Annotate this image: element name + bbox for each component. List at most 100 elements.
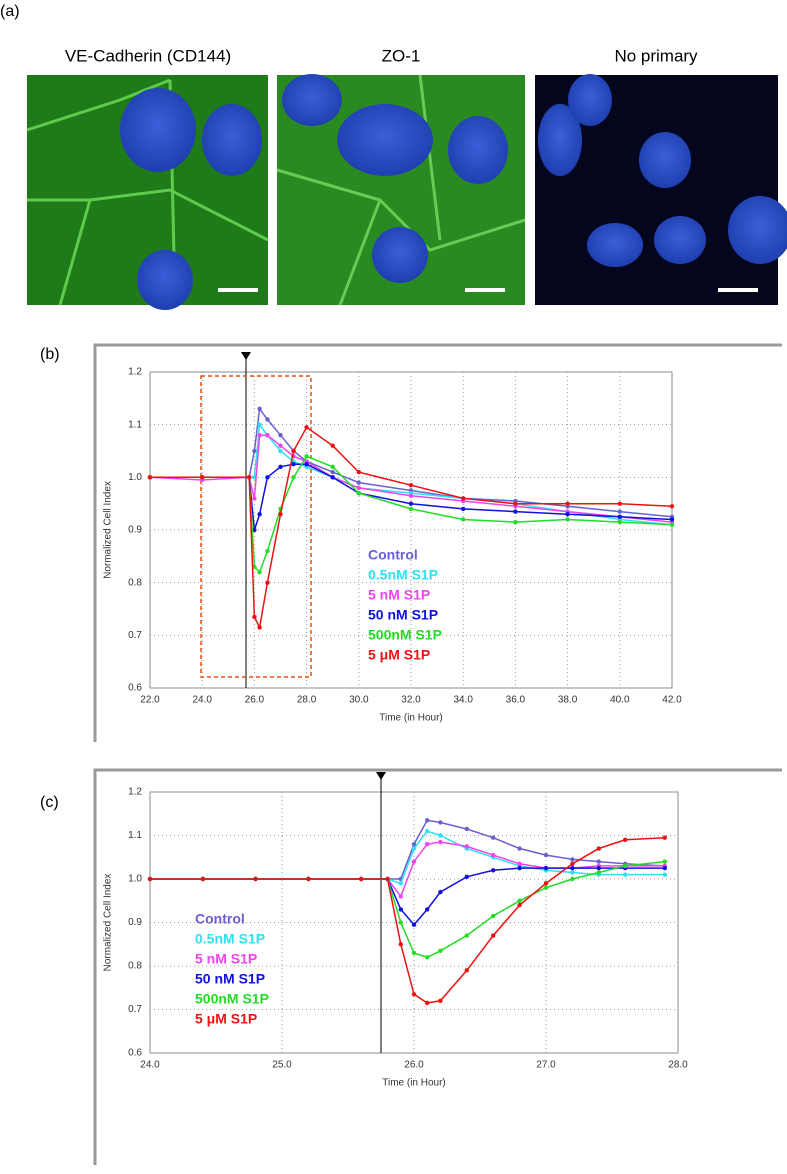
data-point	[565, 512, 570, 517]
data-point	[425, 955, 430, 960]
data-point	[257, 512, 262, 517]
x-tick-label: 32.0	[401, 695, 421, 706]
data-point	[408, 501, 414, 506]
data-point	[517, 865, 522, 871]
data-point	[464, 844, 469, 849]
data-point	[257, 422, 262, 427]
data-point	[411, 922, 417, 927]
series-line	[150, 836, 665, 1004]
data-point	[252, 496, 257, 501]
data-point	[304, 425, 309, 430]
data-point	[411, 859, 417, 864]
frame	[93, 343, 782, 742]
x-tick-label: 25.0	[272, 1060, 292, 1071]
data-point	[513, 509, 518, 514]
event-marker	[241, 352, 251, 360]
data-point	[517, 898, 522, 903]
data-point	[438, 889, 443, 895]
legend-entry: Control	[195, 911, 245, 927]
data-point	[565, 517, 570, 522]
data-point	[425, 842, 430, 847]
data-point	[669, 522, 675, 527]
data-point	[411, 950, 417, 956]
data-point	[623, 863, 628, 869]
data-point	[330, 469, 335, 475]
y-tick-label: 1.2	[128, 367, 142, 378]
data-point	[491, 852, 496, 858]
data-point	[411, 992, 417, 997]
data-point	[359, 876, 364, 882]
data-point	[461, 496, 466, 501]
data-point	[304, 454, 309, 459]
x-axis-title: Time (in Hour)	[382, 1078, 446, 1089]
data-point	[330, 464, 335, 469]
panel-label: (c)	[40, 794, 59, 811]
y-tick-label: 1.0	[128, 874, 142, 885]
data-point	[398, 907, 403, 912]
data-point	[491, 835, 496, 840]
data-point	[265, 433, 270, 438]
data-point	[662, 835, 667, 840]
data-point	[543, 885, 549, 890]
data-point	[408, 493, 414, 498]
y-axis-title: Normalized Cell Index	[103, 481, 114, 579]
micrograph	[26, 75, 269, 310]
data-point	[570, 876, 575, 882]
data-point	[425, 828, 430, 834]
x-tick-label: 40.0	[610, 695, 630, 706]
data-point	[253, 876, 258, 882]
y-tick-label: 0.6	[128, 683, 142, 694]
data-point	[617, 509, 622, 514]
data-point	[623, 872, 628, 877]
data-point	[200, 475, 205, 480]
data-point	[438, 998, 443, 1003]
data-point	[147, 876, 153, 882]
legend-entry: 5 μM S1P	[368, 647, 430, 663]
data-point	[278, 464, 283, 469]
data-point	[411, 846, 417, 851]
legend-entry: 500nM S1P	[368, 627, 442, 643]
data-point	[330, 443, 335, 448]
data-point	[278, 443, 283, 448]
data-point	[200, 876, 205, 882]
y-tick-label: 0.7	[128, 630, 142, 641]
data-point	[425, 818, 430, 823]
x-tick-label: 34.0	[453, 695, 473, 706]
data-point	[398, 881, 403, 886]
panel-label: (b)	[40, 346, 60, 363]
x-tick-label: 27.0	[536, 1060, 556, 1071]
data-point	[565, 501, 570, 506]
x-tick-label: 24.0	[192, 695, 212, 706]
data-point	[662, 859, 667, 864]
y-tick-label: 0.9	[128, 917, 142, 928]
image-title: VE-Cadherin (CD144)	[65, 46, 231, 65]
data-point	[662, 865, 667, 871]
y-tick-label: 0.8	[128, 961, 142, 972]
data-point	[438, 820, 443, 825]
data-point	[596, 870, 601, 875]
data-point	[252, 448, 257, 454]
image-title: ZO-1	[382, 46, 421, 65]
x-tick-label: 28.0	[297, 695, 317, 706]
legend-entry: 500nM S1P	[195, 991, 269, 1007]
data-point	[425, 1000, 430, 1006]
data-point	[147, 475, 153, 480]
data-point	[408, 483, 414, 488]
data-point	[438, 833, 443, 838]
legend-entry: 5 nM S1P	[368, 587, 430, 603]
legend-entry: 50 nM S1P	[368, 607, 438, 623]
data-point	[543, 852, 549, 858]
y-tick-label: 1.0	[128, 472, 142, 483]
data-point	[617, 514, 622, 520]
data-point	[617, 519, 622, 525]
data-point	[464, 968, 469, 973]
data-point	[438, 839, 443, 845]
data-point	[570, 861, 575, 866]
data-point	[291, 448, 296, 454]
data-point	[461, 506, 466, 512]
data-point	[464, 826, 469, 832]
data-point	[513, 519, 518, 525]
data-point	[265, 475, 270, 480]
x-tick-label: 36.0	[506, 695, 526, 706]
